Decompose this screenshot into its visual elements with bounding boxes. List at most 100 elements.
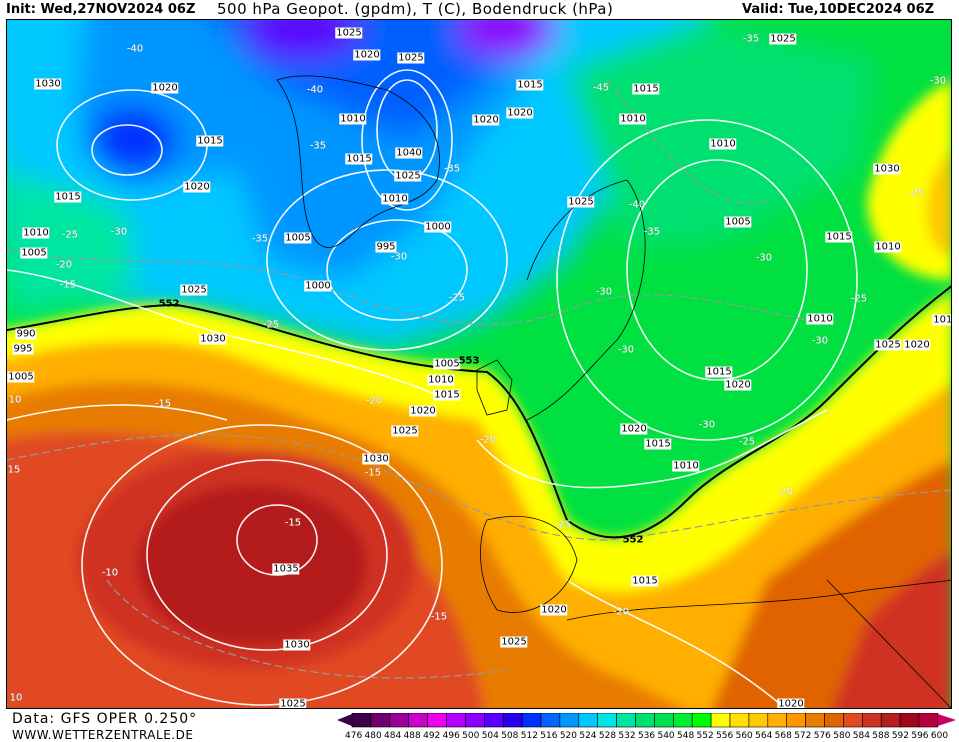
temperature-label: -25 <box>738 436 756 448</box>
temperature-label: -25 <box>262 319 280 331</box>
temperature-label: -35 <box>443 163 461 175</box>
colorbar-tick-label: 476 <box>345 731 362 741</box>
colorbar-swatch <box>691 713 712 728</box>
temperature-label: -15 <box>154 398 172 410</box>
colorbar-tick-label: 540 <box>657 731 674 741</box>
temperature-label: -25 <box>61 229 79 241</box>
colorbar-tick-label: 556 <box>716 731 733 741</box>
isobar-label: 1035 <box>272 563 300 575</box>
isobar-label: 1015 <box>516 79 544 91</box>
isobar-label: 1010 <box>932 314 951 326</box>
temperature-label: -15 <box>430 611 448 623</box>
temperature-label: -35 <box>251 233 269 245</box>
geopotential-label: 553 <box>458 355 480 367</box>
isobar-label: 1010 <box>709 138 737 150</box>
colorbar-tick-label: 564 <box>755 731 772 741</box>
temperature-label: -30 <box>755 252 773 264</box>
colorbar-swatch <box>559 713 580 728</box>
temperature-label: -30 <box>617 344 635 356</box>
isobar-label: 1020 <box>777 698 805 709</box>
temperature-label: -20 <box>479 434 497 446</box>
colorbar-swatch <box>484 713 504 728</box>
temperature-label: -20 <box>612 606 630 618</box>
temperature-label: -40 <box>628 199 646 211</box>
temperature-label: -45 <box>592 82 610 94</box>
colorbar-swatch <box>578 713 599 728</box>
temperature-label: 10 <box>9 692 23 704</box>
isobar-label: 1015 <box>196 135 224 147</box>
isobar-label: 1020 <box>409 405 437 417</box>
colorbar-tick-label: 592 <box>892 731 909 741</box>
init-time: Init: Wed,27NOV2024 06Z <box>6 2 196 17</box>
isobar-label: 1015 <box>705 366 733 378</box>
temperature-label: -20 <box>365 395 383 407</box>
colorbar-tick-label: 512 <box>521 731 538 741</box>
temperature-label: -35 <box>309 140 327 152</box>
map-header: Init: Wed,27NOV2024 06Z 500 hPa Geopot. … <box>0 0 959 19</box>
isobar-label: 1015 <box>631 575 659 587</box>
colorbar-swatch <box>729 713 750 728</box>
isobar-label: 1025 <box>391 425 419 437</box>
colorbar-swatch <box>408 713 428 728</box>
isobar-label: 1020 <box>724 379 752 391</box>
temperature-label: -40 <box>126 43 144 55</box>
temperature-label: -25 <box>850 293 868 305</box>
temperature-label: -35 <box>742 33 760 45</box>
temperature-label: -10 <box>101 567 119 579</box>
temperature-label: -40 <box>306 84 324 96</box>
isobar-label: 1030 <box>34 78 62 90</box>
colorbar-swatch <box>672 713 693 728</box>
isotherms <box>7 79 951 679</box>
colorbar-tick-label: 552 <box>697 731 714 741</box>
temperature-label: -30 <box>929 75 947 87</box>
temperature-label: -20 <box>55 259 73 271</box>
colorbar-tick-label: 528 <box>599 731 616 741</box>
isobar-label: 1015 <box>345 153 373 165</box>
isobar-label: 1005 <box>724 216 752 228</box>
colorbar-swatch <box>370 713 391 728</box>
colorbar-tick-label: 572 <box>794 731 811 741</box>
isobar-label: 1020 <box>183 181 211 193</box>
colorbar-legend: 476 480 484 488 492 496 500 504 508 512 516 520 524 5… <box>337 713 956 741</box>
isobar-label: 1020 <box>506 107 534 119</box>
colorbar-tick-label: 580 <box>833 731 850 741</box>
colorbar-swatch <box>824 713 844 728</box>
colorbar-swatch <box>465 713 485 728</box>
map-footer: Data: GFS OPER 0.250° WWW.WETTERZENTRALE… <box>0 709 959 742</box>
isobar-label: 1015 <box>644 438 672 450</box>
isobar-label: 1015 <box>54 191 82 203</box>
colorbar-swatch <box>918 713 939 728</box>
isobar-label: 1010 <box>381 193 409 205</box>
isobar-label: 1020 <box>151 82 179 94</box>
isobar-label: 990 <box>15 328 37 340</box>
temperature-label: -35 <box>643 226 661 238</box>
colorbar-tick-label: 576 <box>814 731 831 741</box>
colorbar-tick-label: 524 <box>579 731 596 741</box>
colorbar-swatch <box>710 713 731 728</box>
isobar-label: 1030 <box>873 163 901 175</box>
isobar-label: 995 <box>375 241 397 253</box>
colorbar-tick-label: 496 <box>443 731 460 741</box>
colorbar-tick-label: 480 <box>365 731 382 741</box>
isobar-label: 1025 <box>279 698 307 709</box>
isobar-label: 1025 <box>500 636 528 648</box>
temperature-label: -25 <box>448 292 466 304</box>
colorbar-tick-label: 596 <box>911 731 928 741</box>
colorbar-swatch <box>767 713 787 728</box>
colorbar-swatch <box>351 713 372 728</box>
colorbar-swatch <box>786 713 806 728</box>
colorbar-swatch <box>843 713 863 728</box>
isobar-label: 1020 <box>620 423 648 435</box>
colorbar-tick-label: 492 <box>423 731 440 741</box>
colorbar-high-arrow <box>937 714 956 726</box>
colorbar-tick-label: 584 <box>853 731 870 741</box>
temperature-label: -15 <box>364 467 382 479</box>
colorbar-tick-label: 560 <box>736 731 753 741</box>
colorbar-tick-label: 500 <box>462 731 479 741</box>
isobar-label: 1005 <box>7 371 35 383</box>
isobar-label: 1030 <box>283 639 311 651</box>
isobar-label: 1025 <box>335 27 363 39</box>
isobars <box>7 69 858 708</box>
isobar-label: 1010 <box>672 460 700 472</box>
temperature-label: -30 <box>811 335 829 347</box>
